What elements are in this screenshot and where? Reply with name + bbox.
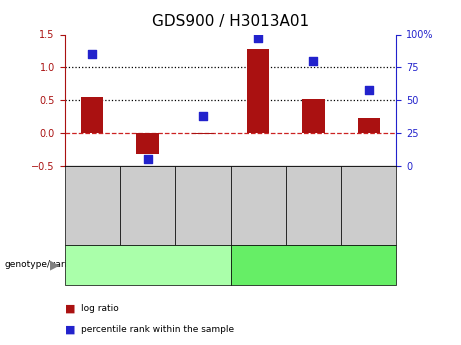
Text: GDS900 / H3013A01: GDS900 / H3013A01 bbox=[152, 14, 309, 29]
Bar bbox=[247, 49, 269, 133]
Point bbox=[310, 58, 317, 63]
Text: genotype/variation: genotype/variation bbox=[5, 260, 91, 269]
Text: GSM21301: GSM21301 bbox=[198, 183, 207, 228]
Text: GSM21299: GSM21299 bbox=[254, 183, 263, 228]
Point bbox=[144, 156, 151, 162]
Text: AQP-/-: AQP-/- bbox=[296, 260, 331, 270]
Text: ■: ■ bbox=[65, 325, 75, 334]
Text: ▶: ▶ bbox=[50, 258, 60, 271]
Text: GSM21300: GSM21300 bbox=[143, 183, 152, 228]
Bar bbox=[302, 99, 325, 133]
Point bbox=[199, 113, 207, 119]
Point bbox=[365, 87, 372, 92]
Text: wild type: wild type bbox=[122, 260, 173, 270]
Text: log ratio: log ratio bbox=[81, 304, 118, 313]
Bar bbox=[81, 97, 103, 133]
Bar bbox=[192, 133, 214, 134]
Text: GSM22034: GSM22034 bbox=[364, 183, 373, 228]
Bar bbox=[136, 133, 159, 155]
Bar bbox=[358, 118, 380, 133]
Text: percentile rank within the sample: percentile rank within the sample bbox=[81, 325, 234, 334]
Text: GSM21298: GSM21298 bbox=[88, 183, 97, 228]
Text: ■: ■ bbox=[65, 304, 75, 314]
Text: GSM22033: GSM22033 bbox=[309, 183, 318, 228]
Point bbox=[254, 36, 262, 41]
Point bbox=[89, 51, 96, 57]
